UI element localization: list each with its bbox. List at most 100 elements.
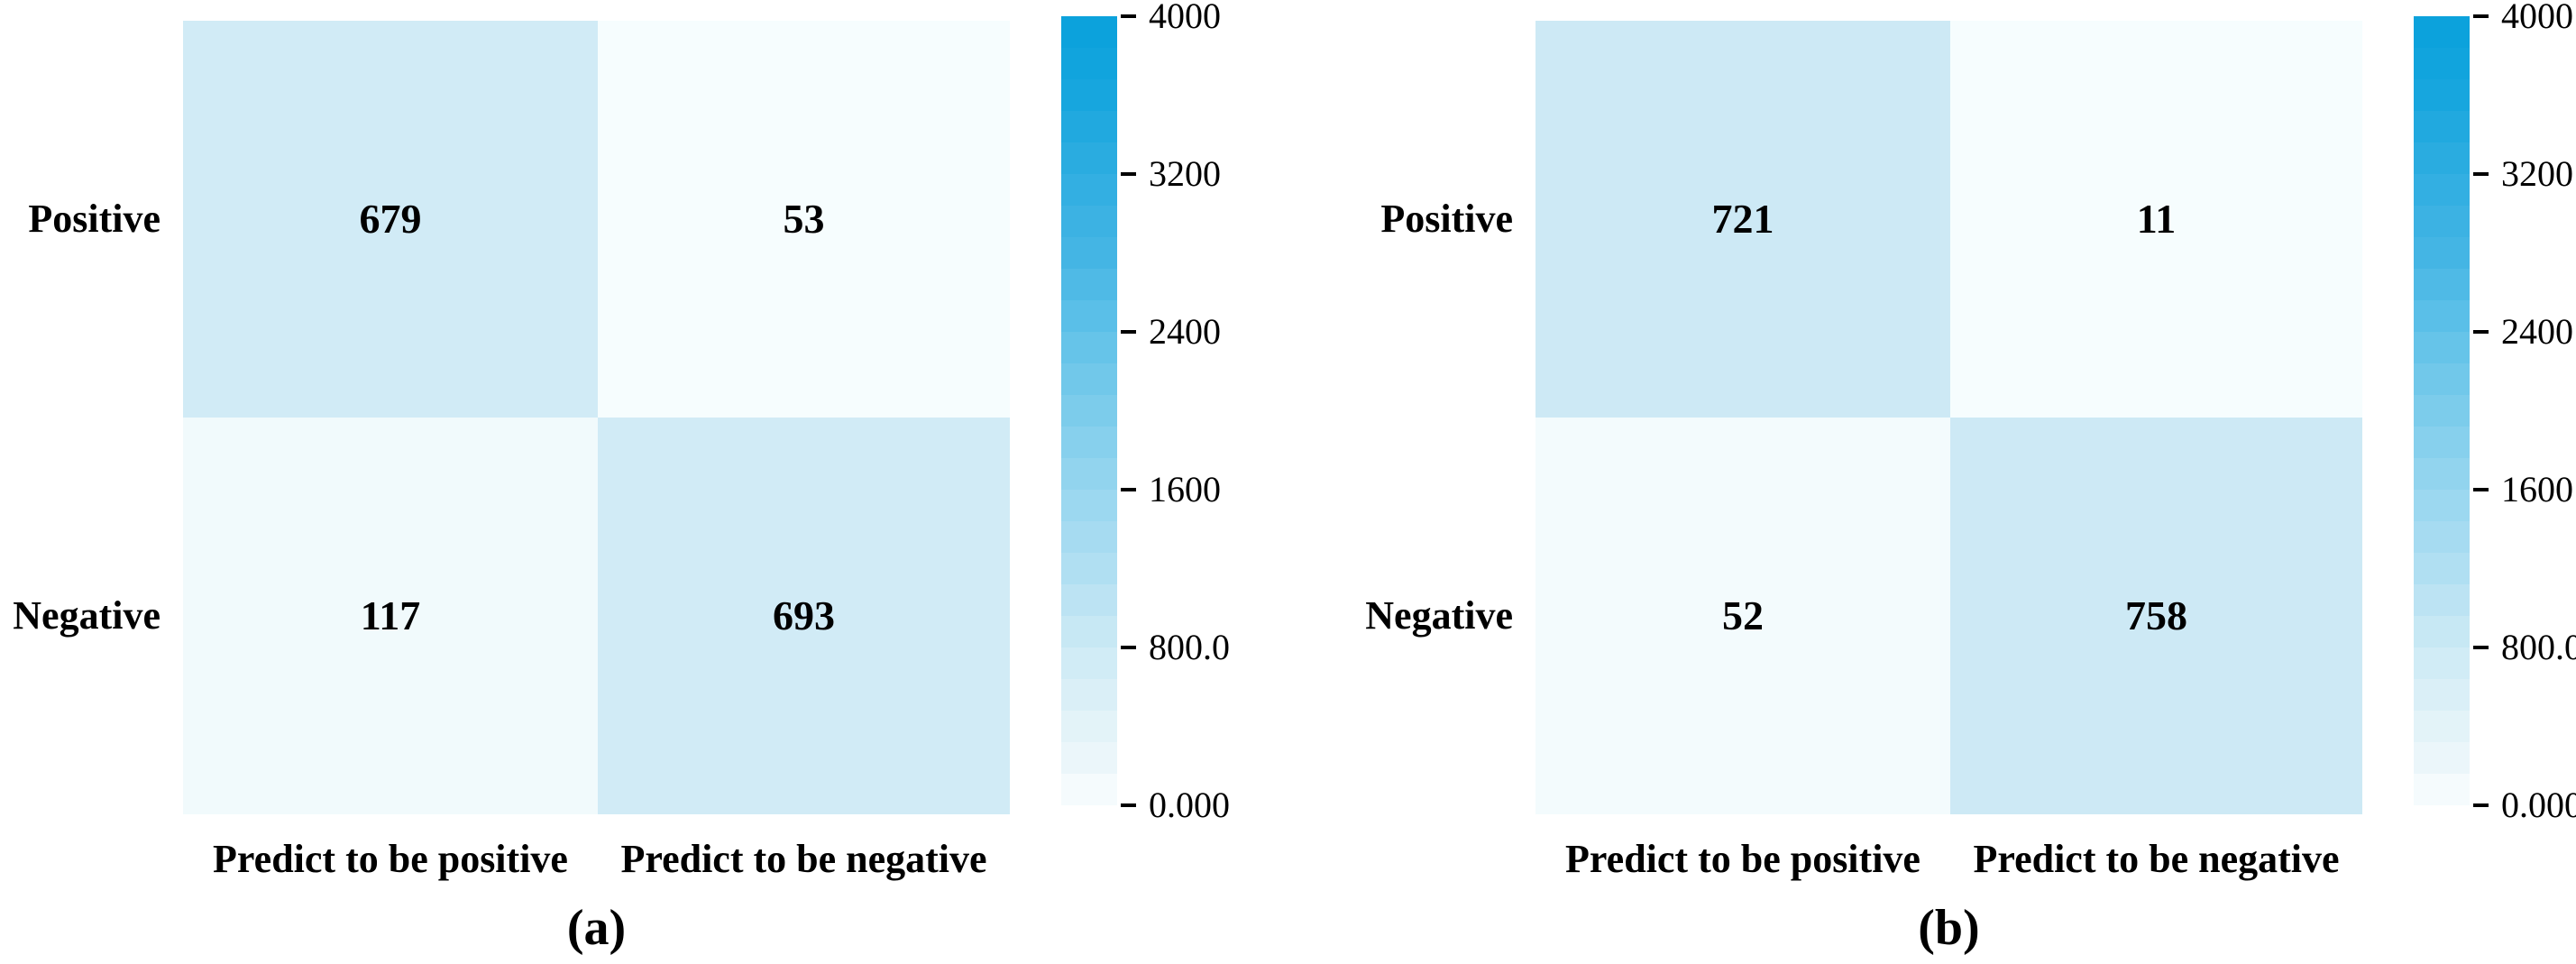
colorbar-tick: 4000 [2473,0,2573,34]
colorbar-step [1061,458,1117,490]
colorbar-step [2414,332,2470,363]
colorbar-step [2414,711,2470,742]
row-label-positive: Positive [1380,197,1513,241]
colorbar-step [2414,616,2470,647]
colorbar-step [1061,395,1117,427]
tick-mark [2473,488,2489,491]
matrix-cell-true-negative: 693 [598,418,1010,814]
tick-label: 2400 [1149,311,1221,352]
colorbar-step [1061,48,1117,79]
tick-mark [2473,172,2489,176]
colorbar-step [1061,16,1117,48]
colorbar-step [1061,111,1117,142]
tick-label: 3200 [2501,153,2573,194]
colorbar-step [1061,490,1117,521]
tick-mark [2473,330,2489,334]
colorbar-tick: 1600 [1121,472,1221,508]
col-label-predict-positive: Predict to be positive [213,837,568,881]
colorbar-step [2414,553,2470,584]
colorbar-step [1061,79,1117,111]
tick-label: 800.0 [1149,627,1230,667]
colorbar-tick: 4000 [1121,0,1221,34]
colorbar-tick: 0.000 [1121,787,1230,823]
cell-value: 11 [2136,196,2177,242]
colorbar-step [2414,679,2470,711]
cell-value: 679 [359,196,422,242]
colorbar-step [1061,679,1117,711]
cell-value: 117 [360,592,421,638]
panel-a: Positive Negative 679 53 117 693 Predict… [0,0,1230,964]
colorbar-step [1061,300,1117,332]
colorbar-step [2414,647,2470,679]
colorbar-step [1061,647,1117,679]
colorbar-step [2414,774,2470,805]
colorbar-step [1061,584,1117,616]
colorbar-step [1061,616,1117,647]
tick-label: 4000 [1149,0,1221,36]
colorbar-step [2414,742,2470,774]
tick-mark [1121,646,1136,649]
panel-caption: (b) [1918,899,1980,956]
colorbar-step [2414,16,2470,48]
colorbar-step [2414,111,2470,142]
tick-label: 4000 [2501,0,2573,36]
tick-label: 800.0 [2501,627,2576,667]
colorbar-tick: 800.0 [1121,629,1230,666]
tick-label: 0.000 [1149,785,1230,825]
matrix-cell-true-positive: 721 [1536,21,1950,418]
colorbar-step [1061,174,1117,206]
colorbar-tick: 2400 [1121,314,1221,350]
panel-b: Positive Negative 721 11 52 758 Predict … [1352,0,2576,964]
colorbar-tick: 3200 [1121,156,1221,192]
colorbar-step [2414,395,2470,427]
colorbar [2414,16,2470,805]
colorbar-step [1061,142,1117,174]
colorbar-step [2414,300,2470,332]
matrix-cell-false-negative: 11 [1950,21,2362,418]
colorbar-step [1061,237,1117,269]
colorbar-tick: 1600 [2473,472,2573,508]
colorbar-tick: 3200 [2473,156,2573,192]
tick-mark [1121,488,1136,491]
colorbar-step [1061,206,1117,237]
col-label-predict-negative: Predict to be negative [620,837,987,881]
colorbar-step [1061,332,1117,363]
row-label-negative: Negative [13,593,160,638]
colorbar-step [2414,237,2470,269]
colorbar-step [1061,427,1117,458]
colorbar-step [2414,174,2470,206]
matrix-cell-false-positive: 52 [1536,418,1950,814]
tick-mark [1121,172,1136,176]
tick-mark [1121,14,1136,18]
tick-mark [1121,803,1136,807]
colorbar-step [2414,269,2470,300]
colorbar-ticks: 4000 3200 2400 1600 800.0 0.000 [1121,0,1230,823]
colorbar-step [1061,363,1117,395]
colorbar-ticks: 4000 3200 2400 1600 800.0 0.000 [2473,0,2576,823]
colorbar-step [1061,742,1117,774]
tick-label: 2400 [2501,311,2573,352]
row-label-negative: Negative [1365,593,1513,638]
tick-label: 1600 [2501,469,2573,510]
panel-caption: (a) [566,899,627,956]
colorbar-tick: 0.000 [2473,787,2576,823]
cell-value: 721 [1711,196,1774,242]
colorbar-step [1061,711,1117,742]
colorbar-step [2414,363,2470,395]
cell-value: 758 [2125,592,2187,638]
tick-label: 1600 [1149,469,1221,510]
matrix-cell-true-positive: 679 [183,21,598,418]
matrix-cell-false-negative: 53 [598,21,1010,418]
cell-value: 693 [773,592,835,638]
tick-label: 0.000 [2501,785,2576,825]
row-label-positive: Positive [28,197,160,241]
colorbar-step [2414,490,2470,521]
colorbar-step [2414,142,2470,174]
colorbar-step [2414,206,2470,237]
colorbar [1061,16,1117,805]
colorbar-step [2414,584,2470,616]
colorbar-step [2414,48,2470,79]
colorbar-step [1061,269,1117,300]
col-label-predict-positive: Predict to be positive [1565,837,1921,881]
tick-mark [2473,646,2489,649]
